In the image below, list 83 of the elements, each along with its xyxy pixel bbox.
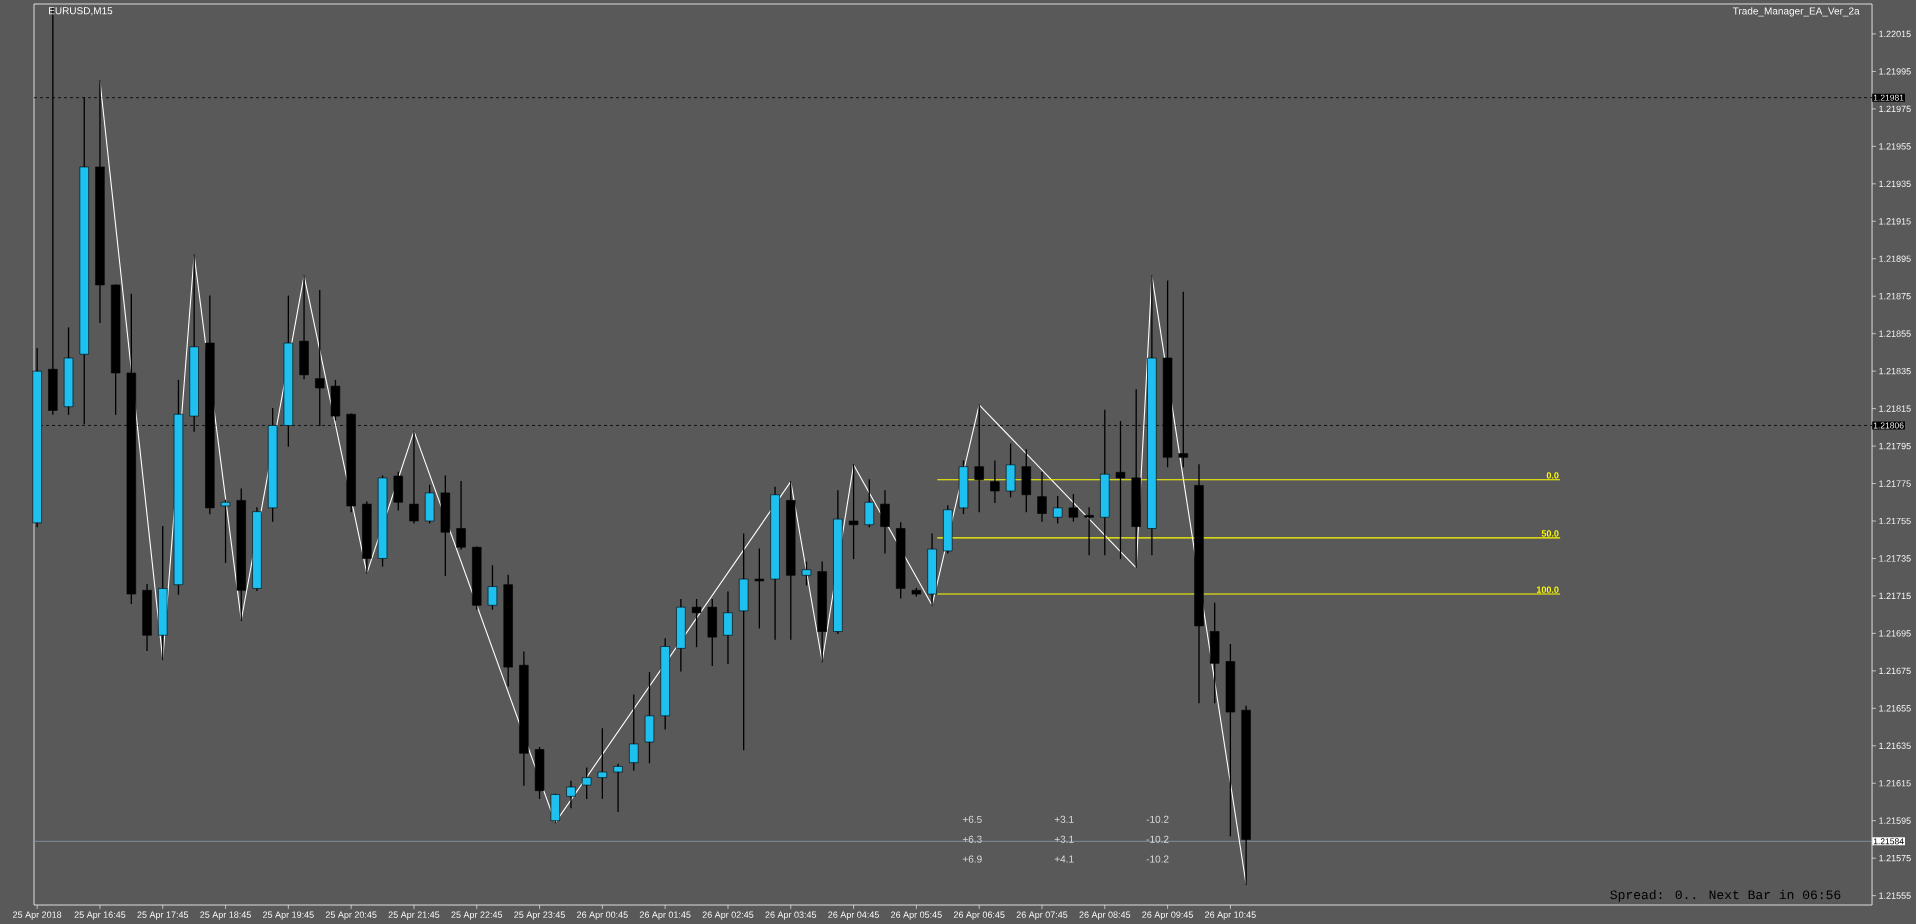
candlestick <box>754 548 765 629</box>
candlestick <box>629 694 639 771</box>
x-tick-label: 26 Apr 00:45 <box>577 911 628 920</box>
annotation: Spread: 0.. Next Bar in 06:56 <box>1610 889 1841 902</box>
y-tick-label: 1.21795 <box>1879 442 1911 450</box>
candlestick <box>691 599 702 648</box>
candlestick <box>848 464 859 560</box>
candlestick <box>456 481 466 550</box>
chart-subtitle: Trade_Manager_EA_Ver_2a <box>1732 7 1860 17</box>
y-tick-label: 1.21835 <box>1879 367 1911 375</box>
x-tick-label: 25 Apr 23:45 <box>514 911 565 920</box>
annotation: +6.5 <box>962 815 982 823</box>
x-tick-label: 25 Apr 19:45 <box>263 911 314 920</box>
ref-line-label: 1.21981 <box>1873 94 1904 101</box>
y-tick-label: 1.21755 <box>1879 517 1911 525</box>
y-tick-label: 1.21995 <box>1879 68 1911 75</box>
candlestick <box>1052 495 1063 524</box>
x-tick-label: 26 Apr 05:45 <box>891 911 942 920</box>
x-tick-label: 26 Apr 04:45 <box>828 911 879 920</box>
x-tick-label: 25 Apr 2018 <box>13 911 62 920</box>
candlestick <box>1084 507 1094 556</box>
candlestick <box>880 490 890 554</box>
y-tick-label: 1.21935 <box>1879 180 1911 188</box>
x-tick-label: 25 Apr 20:45 <box>325 911 377 920</box>
y-tick-label: 1.21635 <box>1879 742 1911 749</box>
annotation: +3.1 <box>1054 835 1074 843</box>
y-tick-label: 1.21775 <box>1879 480 1911 487</box>
x-tick-label: 26 Apr 03:45 <box>765 911 817 920</box>
y-tick-label: 1.21855 <box>1879 330 1911 337</box>
annotation: +3.1 <box>1054 815 1074 823</box>
annotation: +4.1 <box>1054 855 1074 863</box>
y-tick-label: 1.21875 <box>1879 293 1911 300</box>
annotation: +6.9 <box>962 855 982 863</box>
y-tick-label: 1.21715 <box>1879 592 1911 600</box>
candlestick <box>801 561 812 586</box>
ref-line-label: 1.21584 <box>1873 838 1904 845</box>
candlestick <box>581 767 592 799</box>
candlestick <box>990 460 1000 503</box>
y-tick-label: 1.21735 <box>1879 555 1911 562</box>
y-tick-label: 1.21675 <box>1879 667 1911 675</box>
x-tick-label: 25 Apr 17:45 <box>137 911 189 920</box>
candlestick <box>487 565 498 610</box>
y-tick-label: 1.21555 <box>1879 892 1911 899</box>
y-tick-label: 1.21915 <box>1879 218 1911 225</box>
x-tick-label: 26 Apr 07:45 <box>1016 911 1068 920</box>
y-tick-label: 1.21595 <box>1879 817 1911 824</box>
candlestick <box>409 430 419 524</box>
candlestick <box>723 591 733 665</box>
x-tick-label: 25 Apr 18:45 <box>200 911 251 920</box>
x-tick-label: 26 Apr 01:45 <box>639 911 691 920</box>
annotation: +6.3 <box>962 835 982 843</box>
candlestick <box>864 479 874 528</box>
y-tick-label: 1.21975 <box>1879 105 1911 113</box>
y-tick-label: 1.21895 <box>1879 255 1911 262</box>
x-tick-label: 25 Apr 16:45 <box>74 911 126 920</box>
x-tick-label: 25 Apr 22:45 <box>451 911 503 920</box>
chart-title: EURUSD,M15 <box>49 7 113 16</box>
candlestick <box>597 728 608 799</box>
annotation: -10.2 <box>1146 815 1169 823</box>
y-tick-label: 1.21815 <box>1879 405 1911 412</box>
y-tick-label: 1.21655 <box>1879 705 1911 712</box>
series-label: 100.0 <box>1536 586 1559 593</box>
x-tick-label: 26 Apr 10:45 <box>1205 911 1256 920</box>
x-tick-label: 26 Apr 06:45 <box>953 911 1005 920</box>
x-tick-label: 26 Apr 08:45 <box>1079 911 1131 920</box>
x-tick-label: 26 Apr 09:45 <box>1142 911 1193 920</box>
candlestick <box>1068 494 1079 522</box>
candlestick <box>220 499 231 563</box>
y-tick-label: 1.21955 <box>1879 143 1911 150</box>
annotation: -10.2 <box>1146 835 1169 843</box>
y-tick-label: 1.21695 <box>1879 630 1911 637</box>
candlestick <box>613 763 623 812</box>
ref-line-label: 1.21806 <box>1873 422 1904 429</box>
series-label: 50.0 <box>1541 530 1559 537</box>
x-tick-label: 26 Apr 02:45 <box>702 911 754 920</box>
series-label: 0.0 <box>1546 472 1559 479</box>
y-tick-label: 1.21615 <box>1879 780 1911 787</box>
y-tick-label: 1.22015 <box>1879 30 1911 38</box>
candlestick <box>566 780 576 809</box>
annotation: -10.2 <box>1146 855 1169 863</box>
candlestick <box>1037 471 1047 522</box>
x-tick-label: 25 Apr 21:45 <box>388 911 440 920</box>
y-tick-label: 1.21575 <box>1879 854 1911 862</box>
